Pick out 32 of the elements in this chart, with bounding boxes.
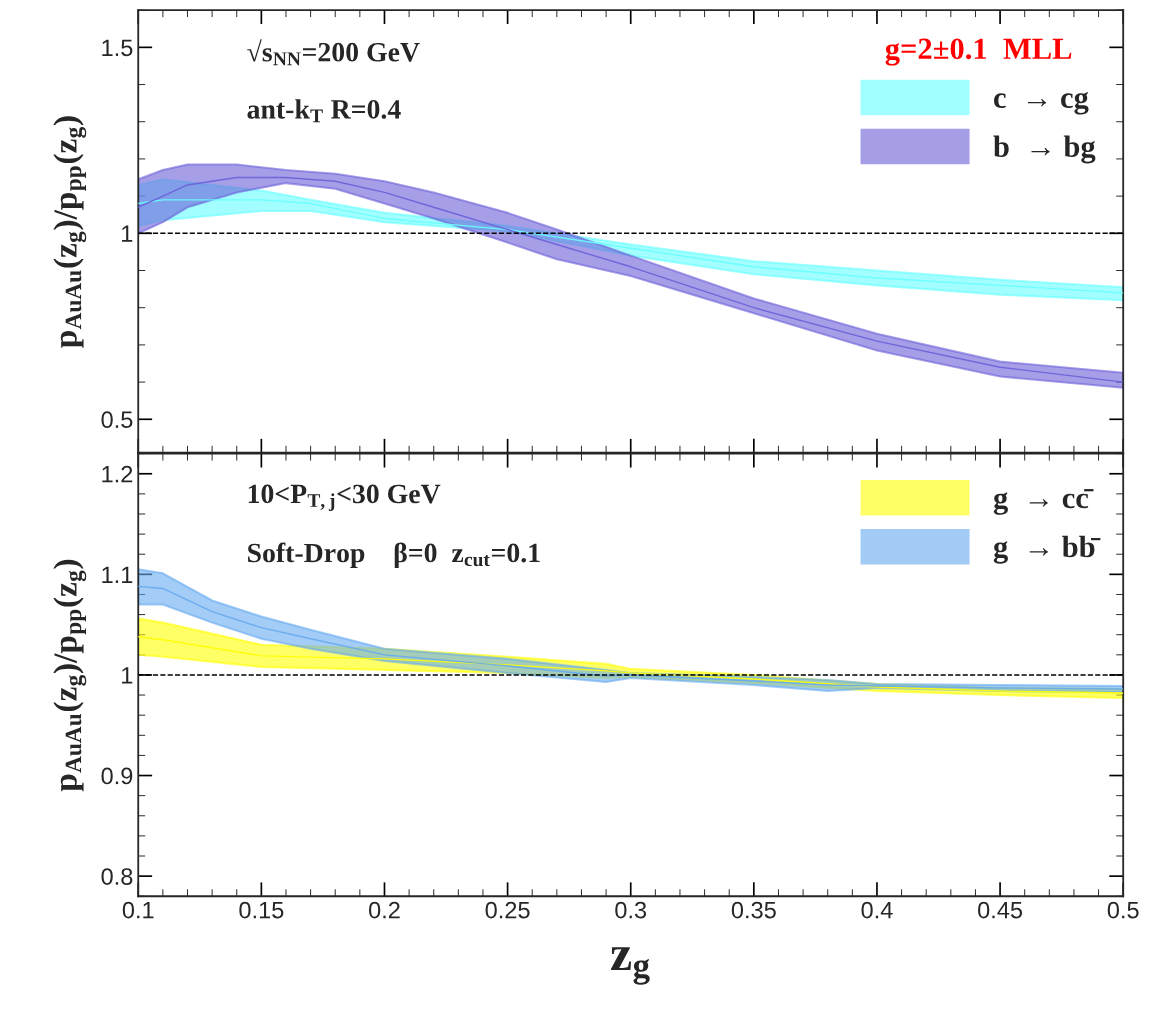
x-tick-label: 0.5 xyxy=(1107,901,1139,919)
x-tick-label: 0.4 xyxy=(861,901,893,919)
y-tick-label: 1.5 xyxy=(102,39,133,57)
x-axis-title: z$_{g}$ xyxy=(610,947,650,985)
y-tick-label: 1 xyxy=(122,225,133,242)
text: p$_{AuAu}$(z$_{g}$)/p$_{pp}$(z$_{g}$) xyxy=(53,116,87,348)
annotation: 10<P$_{T,j}$<30 GeV xyxy=(248,484,441,512)
legend-label: g → cc̄ xyxy=(993,489,1094,515)
line-series xyxy=(138,199,1124,294)
x-tick-label: 0.15 xyxy=(239,901,284,919)
legend-label: g → bb̄ xyxy=(993,535,1101,564)
legend-title: g=2±0.1 MLL xyxy=(885,38,1072,66)
line-series xyxy=(138,636,1124,694)
x-tick-label: 0.2 xyxy=(368,901,400,919)
y-tick-label: 1.2 xyxy=(102,465,133,483)
legend-label: b → bg xyxy=(993,135,1096,164)
x-tick-label: 0.3 xyxy=(615,901,647,919)
x-tick-label: 0.1 xyxy=(122,901,154,919)
line-series xyxy=(138,585,1124,690)
text: p$_{AuAu}$(z$_{g}$)/p$_{pp}$(z$_{g}$) xyxy=(53,559,87,792)
legend-label: c → cg xyxy=(994,92,1089,115)
x-tick-label: 0.25 xyxy=(485,901,530,919)
y-tick-label: 0.8 xyxy=(101,868,133,885)
y-tick-label: 0.5 xyxy=(101,411,133,429)
x-tick-label: 0.35 xyxy=(731,901,776,919)
annotation: ant-k$_{T}$ R=0.4 xyxy=(247,99,401,123)
x-tick-label: 0.45 xyxy=(978,901,1023,919)
annotation: √s$_{NN}$=200 GeV xyxy=(247,39,420,66)
y-tick-label: 1.1 xyxy=(102,566,133,583)
y-tick-label: 0.9 xyxy=(101,767,133,785)
y-tick-label: 1 xyxy=(122,667,133,684)
annotation: Soft-Drop β=0 z$_{cut}$=0.1 xyxy=(248,542,540,568)
